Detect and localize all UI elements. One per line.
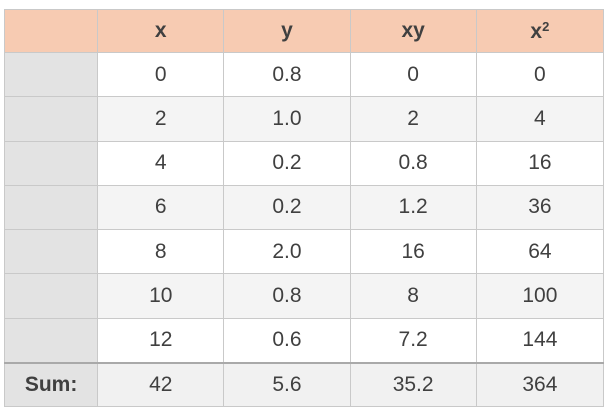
table-row: 6 0.2 1.2 36 (3, 184, 605, 231)
header-y: y (223, 9, 351, 53)
cell-x-squared: 16 (475, 140, 605, 186)
sum-xy: 35.2 (349, 361, 477, 407)
row-header-cell (3, 140, 99, 186)
data-table-container: x y xy x2 0 0.8 0 0 2 1.0 2 4 (3, 9, 605, 407)
cell-xy: 0 (349, 51, 477, 98)
table-row: 8 2.0 16 64 (3, 229, 605, 275)
table-row: 2 1.0 2 4 (3, 96, 605, 142)
header-row: x y xy x2 (3, 9, 605, 53)
cell-x-squared: 0 (475, 51, 605, 98)
cell-x: 12 (97, 317, 225, 364)
cell-xy: 16 (349, 229, 477, 275)
table-row: 12 0.6 7.2 144 (3, 317, 605, 364)
cell-x: 4 (97, 140, 225, 186)
header-x: x (97, 9, 225, 53)
cell-x-squared: 144 (475, 317, 605, 364)
cell-y: 0.8 (223, 273, 351, 319)
sum-y: 5.6 (223, 361, 351, 407)
sum-x: 42 (97, 361, 225, 407)
row-header-cell (3, 229, 99, 275)
cell-xy: 8 (349, 273, 477, 319)
cell-y: 0.2 (223, 184, 351, 231)
cell-y: 1.0 (223, 96, 351, 142)
sum-x-squared: 364 (475, 361, 605, 407)
cell-x: 2 (97, 96, 225, 142)
cell-y: 2.0 (223, 229, 351, 275)
cell-xy: 2 (349, 96, 477, 142)
row-header-cell (3, 317, 99, 364)
header-x-squared-base: x (530, 19, 543, 43)
cell-y: 0.2 (223, 140, 351, 186)
table-row: 0 0.8 0 0 (3, 51, 605, 98)
header-x-squared-exponent: 2 (542, 18, 550, 34)
cell-x: 10 (97, 273, 225, 319)
cell-y: 0.6 (223, 317, 351, 364)
header-x-squared: x2 (475, 9, 605, 53)
row-header-cell (3, 184, 99, 231)
cell-x: 6 (97, 184, 225, 231)
sum-row: Sum: 42 5.6 35.2 364 (3, 361, 605, 407)
cell-x-squared: 64 (475, 229, 605, 275)
sum-label: Sum: (3, 361, 99, 407)
row-header-cell (3, 273, 99, 319)
cell-x: 0 (97, 51, 225, 98)
cell-xy: 0.8 (349, 140, 477, 186)
table-row: 10 0.8 8 100 (3, 273, 605, 319)
row-header-cell (3, 51, 99, 98)
cell-xy: 1.2 (349, 184, 477, 231)
cell-x-squared: 36 (475, 184, 605, 231)
cell-x-squared: 100 (475, 273, 605, 319)
header-corner-cell (3, 9, 99, 53)
cell-x-squared: 4 (475, 96, 605, 142)
row-header-cell (3, 96, 99, 142)
table-row: 4 0.2 0.8 16 (3, 140, 605, 186)
sums-table: x y xy x2 0 0.8 0 0 2 1.0 2 4 (3, 9, 605, 407)
cell-y: 0.8 (223, 51, 351, 98)
cell-x: 8 (97, 229, 225, 275)
header-xy: xy (349, 9, 477, 53)
cell-xy: 7.2 (349, 317, 477, 364)
